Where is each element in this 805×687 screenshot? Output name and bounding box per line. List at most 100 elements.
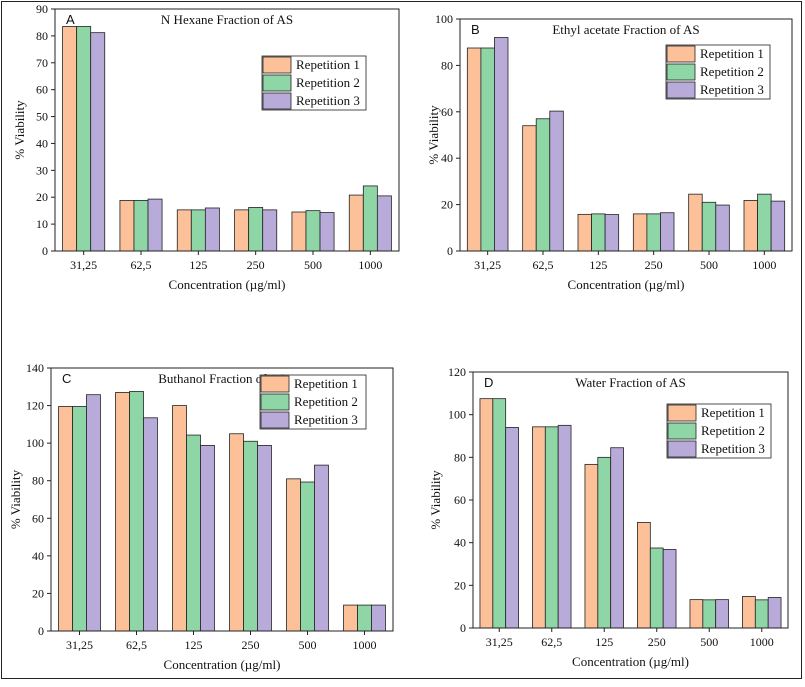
x-tick-label: 500: [299, 638, 317, 652]
x-tick-label: 500: [304, 258, 322, 272]
legend-swatch-1: [260, 375, 290, 393]
chart-panel-c: 31,25 62,5 125 250 500 1000 0 20 40 60 80 100 120 140…: [8, 361, 394, 672]
y-tick-label: 60: [32, 511, 44, 525]
legend-swatch-1: [666, 45, 696, 63]
chart-title: N Hexane Fraction of AS: [161, 12, 293, 27]
x-tick-label: 62,5: [131, 258, 152, 272]
x-tick-label: 500: [700, 258, 718, 272]
legend-label-1: Repetition 1: [294, 376, 358, 391]
legend: Repetition 1 Repetition 2 Repetition 3: [259, 374, 367, 430]
x-tick-label: 62,5: [541, 635, 562, 649]
legend-label-3: Repetition 3: [294, 412, 358, 427]
x-tick-label: 250: [247, 258, 265, 272]
y-tick-label: 20: [454, 578, 466, 592]
y-tick-label: 0: [460, 621, 466, 635]
y-tick-label: 80: [441, 58, 453, 72]
y-tick-label: 80: [32, 474, 44, 488]
x-tick-label: 250: [645, 258, 663, 272]
x-tick-label: 31,25: [70, 258, 97, 272]
plot-area-border: [50, 367, 394, 632]
y-tick-label: 60: [36, 83, 48, 97]
x-tick-label: 31,25: [474, 258, 501, 272]
x-tick-label: 62,5: [533, 258, 554, 272]
y-axis-title: % Viability: [426, 105, 441, 165]
legend-swatch-3: [667, 440, 697, 458]
y-tick-label: 40: [441, 151, 453, 165]
y-tick-label: 0: [447, 244, 453, 258]
legend-label-1: Repetition 1: [700, 46, 764, 61]
panel-letter: A: [66, 12, 75, 27]
x-axis-title: Concentration (µg/ml): [572, 654, 689, 669]
y-tick-label: 0: [38, 624, 44, 638]
y-tick-label: 60: [441, 105, 453, 119]
y-tick-label: 100: [435, 12, 453, 26]
x-axis-title: Concentration (µg/ml): [164, 657, 281, 672]
chart-title: Ethyl acetate Fraction of AS: [552, 22, 699, 37]
plot-area-border: [54, 8, 400, 252]
legend: Repetition 1 Repetition 2 Repetition 3: [666, 403, 772, 459]
y-tick-label: 20: [36, 190, 48, 204]
x-tick-label: 62,5: [126, 638, 147, 652]
chart-panel-d: 31,25 62,5 125 250 500 1000 0 20 40 60 80 100 120 D Wa…: [428, 365, 789, 669]
x-tick-label: 1000: [750, 635, 774, 649]
legend-swatch-2: [260, 393, 290, 411]
x-axis-title: Concentration (µg/ml): [169, 277, 286, 292]
y-axis-title: % Viability: [12, 100, 27, 160]
chart-title: Buthanol Fraction of AS: [158, 371, 285, 386]
x-tick-label: 125: [595, 635, 613, 649]
y-tick-label: 140: [26, 361, 44, 375]
y-tick-label: 40: [454, 536, 466, 550]
chart-panel-a: 31,25 62,5 125 250 500 1000 0 10 20 30 40 50 60 70 80 9…: [12, 2, 400, 292]
y-tick-label: 100: [26, 436, 44, 450]
panel-letter: C: [62, 371, 71, 386]
y-tick-label: 20: [32, 586, 44, 600]
panel-letter: B: [471, 22, 480, 37]
legend-swatch-1: [262, 56, 292, 74]
legend-label-3: Repetition 3: [296, 93, 360, 108]
legend-label-3: Repetition 3: [701, 441, 765, 456]
legend-swatch-2: [262, 74, 292, 92]
x-tick-label: 31,25: [66, 638, 93, 652]
legend-label-1: Repetition 1: [296, 57, 360, 72]
y-tick-label: 120: [26, 399, 44, 413]
y-tick-label: 50: [36, 110, 48, 124]
y-tick-label: 80: [36, 29, 48, 43]
legend-label-3: Repetition 3: [700, 82, 764, 97]
x-tick-label: 250: [648, 635, 666, 649]
x-tick-label: 1000: [752, 258, 776, 272]
legend-swatch-2: [666, 63, 696, 81]
legend-swatch-2: [667, 422, 697, 440]
legend-swatch-1: [667, 404, 697, 422]
y-tick-label: 0: [42, 244, 48, 258]
x-tick-label: 125: [189, 258, 207, 272]
y-tick-label: 60: [454, 493, 466, 507]
legend-swatch-3: [260, 411, 290, 429]
y-tick-label: 40: [32, 549, 44, 563]
legend-label-2: Repetition 2: [294, 394, 358, 409]
y-tick-label: 10: [36, 217, 48, 231]
legend-label-2: Repetition 2: [701, 423, 765, 438]
x-axis-title: Concentration (µg/ml): [568, 277, 685, 292]
y-tick-label: 40: [36, 136, 48, 150]
y-tick-label: 120: [448, 365, 466, 379]
plot-area-border: [459, 18, 793, 252]
y-tick-label: 80: [454, 450, 466, 464]
legend-swatch-3: [262, 92, 292, 110]
chart-title: Water Fraction of AS: [575, 375, 686, 390]
y-tick-label: 70: [36, 56, 48, 70]
legend-label-2: Repetition 2: [296, 75, 360, 90]
panel-letter: D: [484, 375, 493, 390]
x-tick-label: 125: [185, 638, 203, 652]
y-tick-label: 30: [36, 163, 48, 177]
x-tick-label: 250: [242, 638, 260, 652]
x-tick-label: 1000: [353, 638, 377, 652]
y-tick-label: 20: [441, 198, 453, 212]
y-tick-label: 100: [448, 408, 466, 422]
y-axis-title: % Viability: [8, 469, 23, 529]
y-axis-title: % Viability: [428, 470, 443, 530]
legend: Repetition 1 Repetition 2 Repetition 3: [665, 44, 771, 100]
y-tick-label: 90: [36, 2, 48, 16]
